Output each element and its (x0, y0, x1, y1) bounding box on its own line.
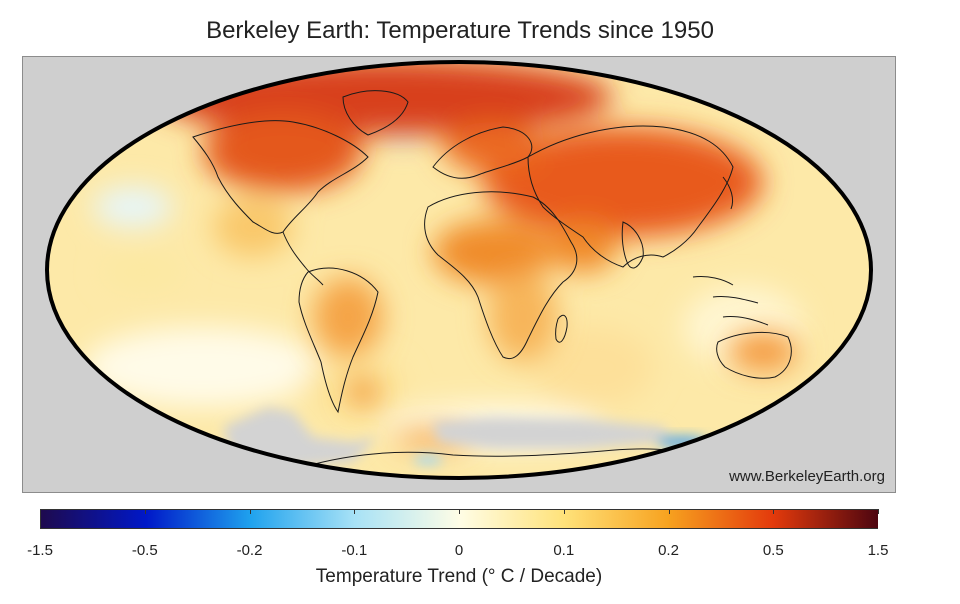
colorbar-segment (250, 510, 355, 528)
colorbar-tick-label: 0.1 (553, 542, 575, 559)
colorbar-tick-label: -0.1 (341, 542, 368, 559)
colorbar-segment (459, 510, 564, 528)
chart-title: Berkeley Earth: Temperature Trends since… (206, 17, 714, 44)
colorbar-segment (41, 510, 146, 528)
sahara-warming (433, 220, 553, 284)
south-america-warming (313, 277, 383, 357)
colorbar-tick-label: 1.5 (867, 542, 889, 559)
colorbar-tick (144, 509, 146, 514)
colorbar-segment (668, 510, 773, 528)
colorbar-tick (249, 509, 251, 514)
colorbar-tick (773, 509, 775, 514)
colorbar-tick-label: -1.5 (27, 542, 53, 559)
colorbar-segment (772, 510, 878, 528)
globe-outline (45, 60, 873, 480)
colorbar-segment (563, 510, 669, 528)
colorbar-tick (459, 509, 460, 514)
colorbar-tick (354, 509, 356, 514)
colorbar-tick-label: -0.2 (236, 542, 263, 559)
colorbar-tick (40, 509, 41, 514)
colorbar (40, 509, 879, 529)
world-map (45, 60, 873, 480)
colorbar-tick-label: 0.2 (658, 542, 679, 559)
map-panel: www.BerkeleyEarth.org (22, 56, 896, 493)
arctic-warming (153, 62, 613, 135)
colorbar-segment (145, 510, 251, 528)
colorbar-tick (878, 509, 879, 514)
trend-field (47, 62, 871, 478)
colorbar-tick-label: -0.5 (131, 542, 158, 559)
colorbar-tick (563, 509, 565, 514)
australia-warming (728, 332, 798, 372)
source-credit: www.BerkeleyEarth.org (729, 468, 885, 485)
colorbar-tick-label: 0.5 (762, 542, 784, 559)
colorbar-label: Temperature Trend (° C / Decade) (315, 566, 603, 587)
eurasia-warming (483, 127, 763, 237)
colorbar-tick (668, 509, 670, 514)
colorbar-segment (354, 510, 460, 528)
colorbar-tick-label: 0 (454, 542, 464, 559)
